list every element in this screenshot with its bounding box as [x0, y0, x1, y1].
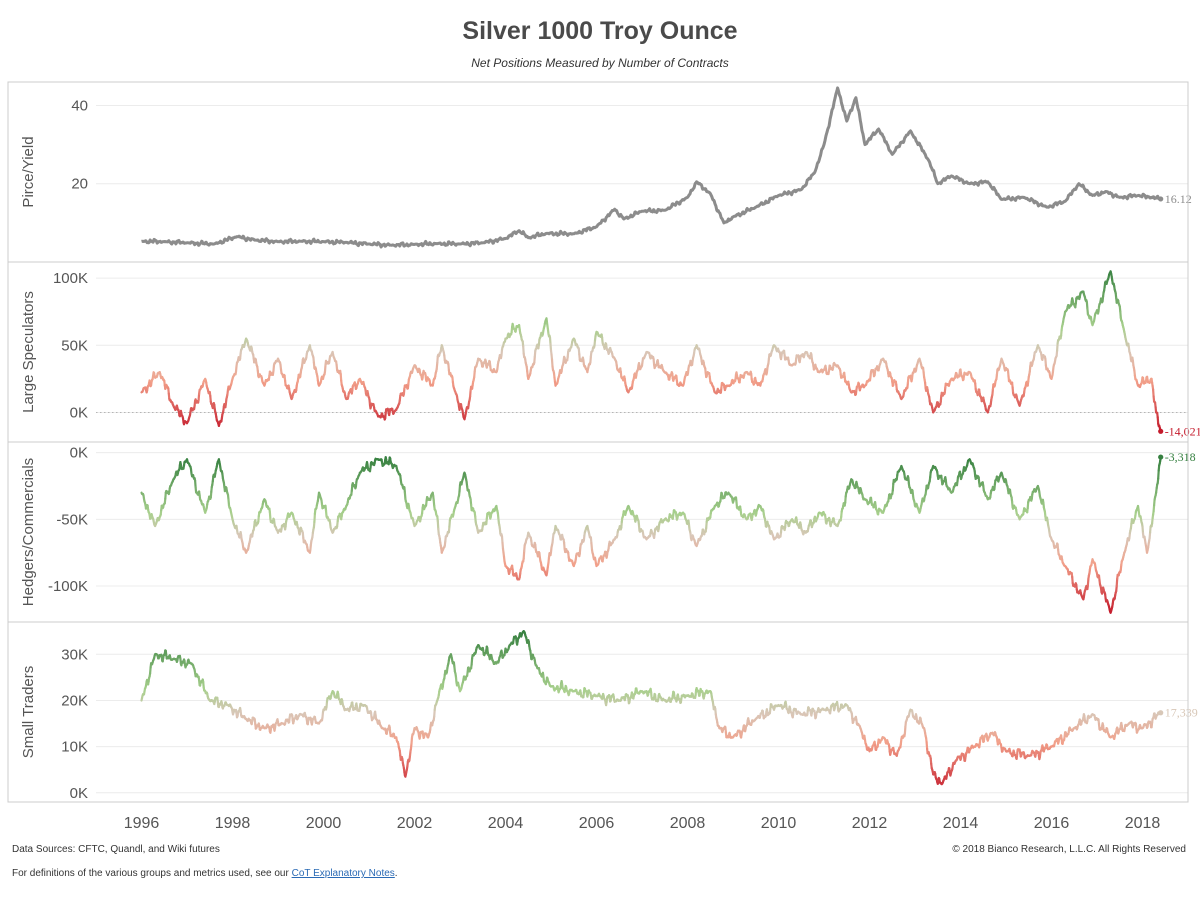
series-layer [140, 86, 1164, 786]
large_speculators-series [140, 270, 1162, 433]
series-segment [339, 372, 343, 382]
grid-layer [96, 104, 1188, 794]
series-segment [313, 512, 316, 524]
series-segment [194, 479, 197, 489]
series-segment [436, 519, 440, 531]
series-segment [1151, 388, 1155, 398]
hedgers-series [140, 456, 1162, 614]
series-segment [1157, 469, 1160, 480]
series-segment [891, 482, 895, 492]
series-segment [522, 549, 526, 560]
series-segment [1156, 416, 1160, 425]
series-segment [1055, 342, 1059, 352]
chart-title: Silver 1000 Troy Ounce [462, 17, 738, 45]
series-segment [590, 541, 594, 552]
series-segment [433, 708, 436, 718]
chart-subtitle: Net Positions Measured by Number of Cont… [471, 56, 729, 70]
series-segment [550, 358, 554, 368]
price-series [140, 86, 1162, 249]
series-segment [522, 345, 525, 355]
end-point [1158, 428, 1164, 434]
small_traders-series [140, 630, 1162, 786]
end-point [1158, 196, 1164, 202]
price-line [140, 86, 1162, 249]
series-segment [1115, 577, 1119, 588]
end-point [1158, 454, 1164, 460]
